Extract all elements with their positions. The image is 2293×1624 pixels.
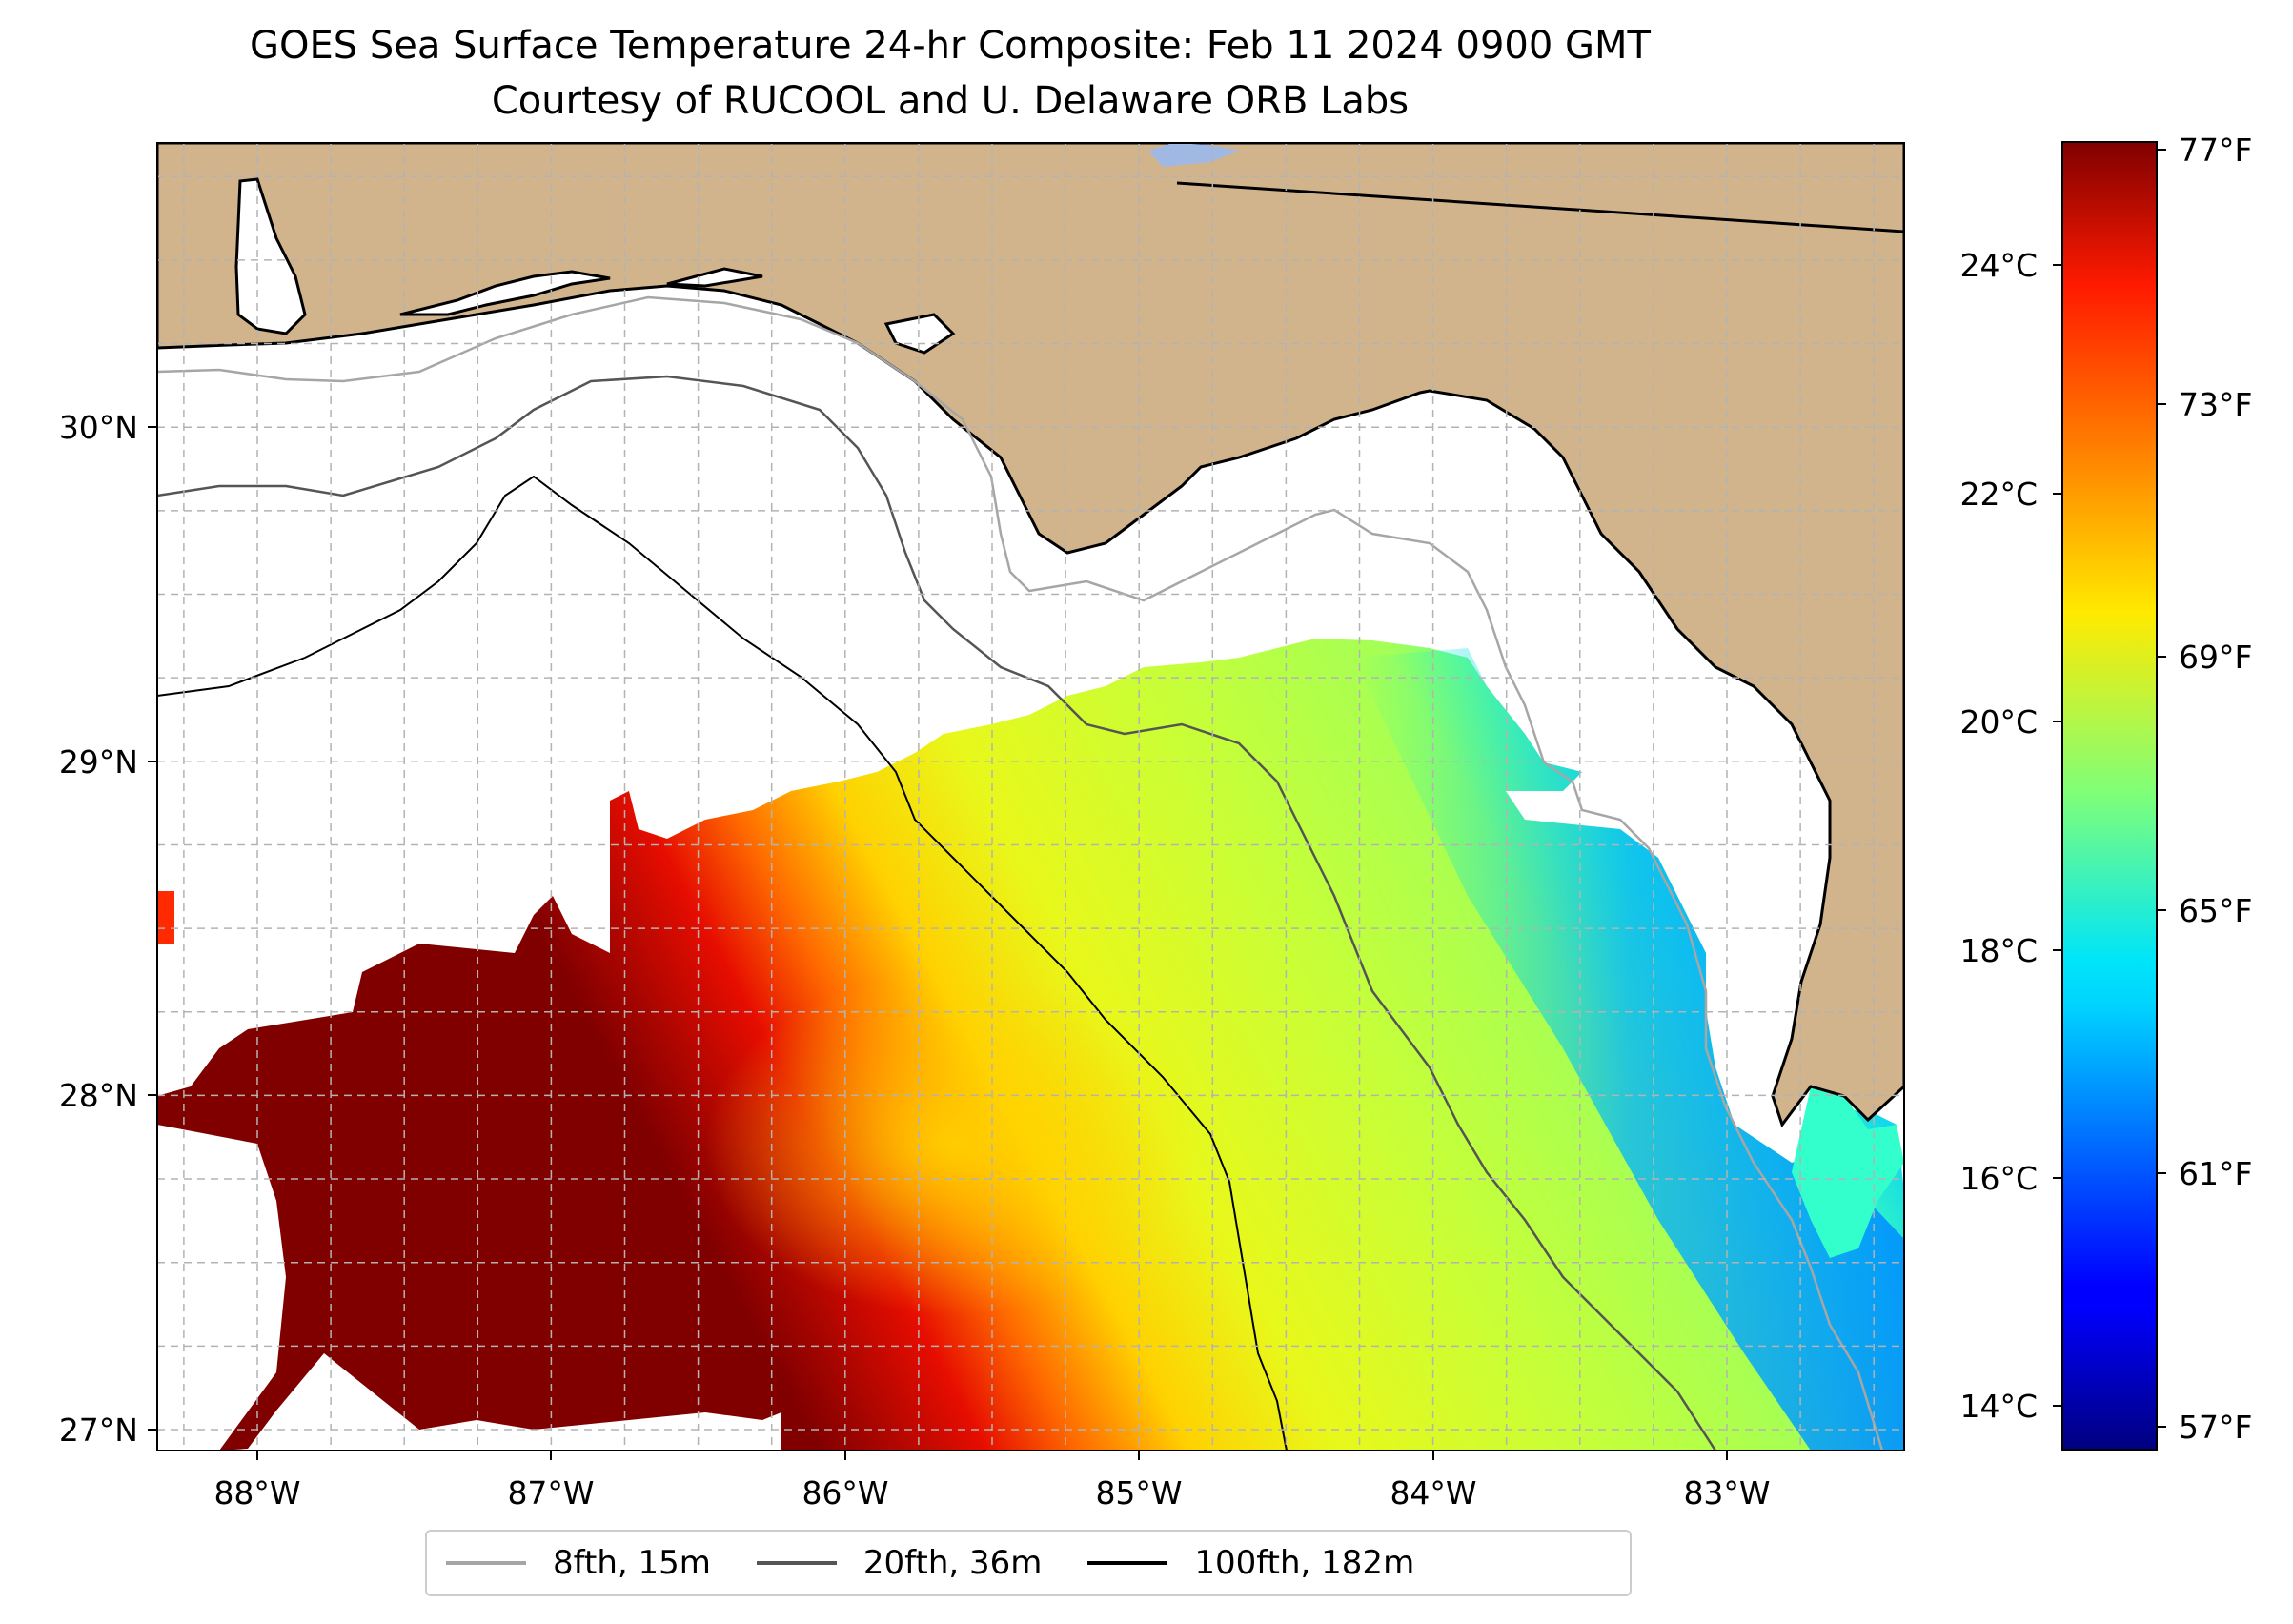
celsius-tick-label: 18°C — [1959, 932, 2038, 969]
legend-label: 100fth, 182m — [1194, 1544, 1415, 1582]
map-frame — [156, 142, 1905, 1451]
lon-tick-label: 86°W — [802, 1474, 888, 1512]
legend-item-20fth: 20fth, 36m — [756, 1544, 1043, 1582]
colorbar-celsius-axis: 14°C 16°C 18°C 20°C 22°C 24°C — [1959, 247, 2062, 1425]
legend-label: 8fth, 15m — [553, 1544, 711, 1582]
legend-item-100fth: 100fth, 182m — [1087, 1544, 1414, 1582]
state-boundary — [1176, 181, 1904, 233]
celsius-tick-label: 20°C — [1959, 703, 2038, 741]
land-mass — [157, 143, 1904, 1128]
gridlines — [157, 143, 1904, 1451]
contour-8fth — [157, 295, 1884, 1451]
legend-swatch — [756, 1561, 837, 1565]
warm-patch — [705, 972, 1201, 1315]
legend-label: 20fth, 36m — [862, 1544, 1043, 1582]
fahrenheit-tick-label: 57°F — [2179, 1409, 2252, 1446]
sst-coastal-patch — [1792, 1086, 1904, 1258]
lat-tick-label: 27°N — [59, 1411, 138, 1449]
map-title: GOES Sea Surface Temperature 24-hr Compo… — [250, 24, 1651, 68]
lat-tick-label: 30°N — [59, 409, 138, 446]
colorbar-fahrenheit-axis: 57°F 61°F 65°F 69°F 73°F 77°F — [2157, 132, 2252, 1446]
bay-west — [399, 270, 611, 316]
fahrenheit-tick-label: 69°F — [2179, 639, 2252, 676]
contour-20fth — [157, 375, 1717, 1451]
sst-layer — [157, 143, 1904, 1451]
legend-item-8fth: 8fth, 15m — [446, 1544, 711, 1582]
contour-legend: 8fth, 15m 20fth, 36m 100fth, 182m — [425, 1530, 1632, 1596]
lon-tick-label: 88°W — [213, 1474, 300, 1512]
fahrenheit-tick-label: 77°F — [2179, 132, 2252, 169]
mobile-bay — [234, 177, 307, 335]
lon-tick-label: 85°W — [1095, 1474, 1182, 1512]
bathymetry-contours — [157, 295, 1884, 1451]
lon-tick-label: 87°W — [507, 1474, 594, 1512]
colorbar — [2061, 141, 2158, 1451]
bay-central — [666, 267, 763, 288]
fahrenheit-tick-label: 65°F — [2179, 892, 2252, 929]
map-subtitle: Courtesy of RUCOOL and U. Delaware ORB L… — [491, 79, 1410, 123]
celsius-tick-label: 16°C — [1959, 1160, 2038, 1197]
fahrenheit-tick-label: 61°F — [2179, 1155, 2252, 1192]
contour-100fth — [157, 475, 1288, 1451]
fahrenheit-tick-label: 73°F — [2179, 386, 2252, 423]
lake — [1148, 143, 1239, 167]
legend-swatch — [446, 1561, 526, 1565]
lat-axis: 27°N 28°N 29°N 30°N — [59, 409, 157, 1449]
legend-swatch — [1087, 1561, 1168, 1565]
celsius-tick-label: 22°C — [1959, 476, 2038, 513]
lon-tick-label: 84°W — [1390, 1474, 1476, 1512]
lat-tick-label: 28°N — [59, 1077, 138, 1114]
lon-tick-label: 83°W — [1683, 1474, 1770, 1512]
sst-western-edge — [157, 891, 174, 944]
celsius-tick-label: 14°C — [1959, 1388, 2038, 1425]
lat-tick-label: 29°N — [59, 743, 138, 781]
lon-axis: 88°W 87°W 86°W 85°W 84°W 83°W — [213, 1451, 1771, 1512]
coastal-cool-band — [1353, 648, 1904, 1451]
celsius-tick-label: 24°C — [1959, 247, 2038, 284]
